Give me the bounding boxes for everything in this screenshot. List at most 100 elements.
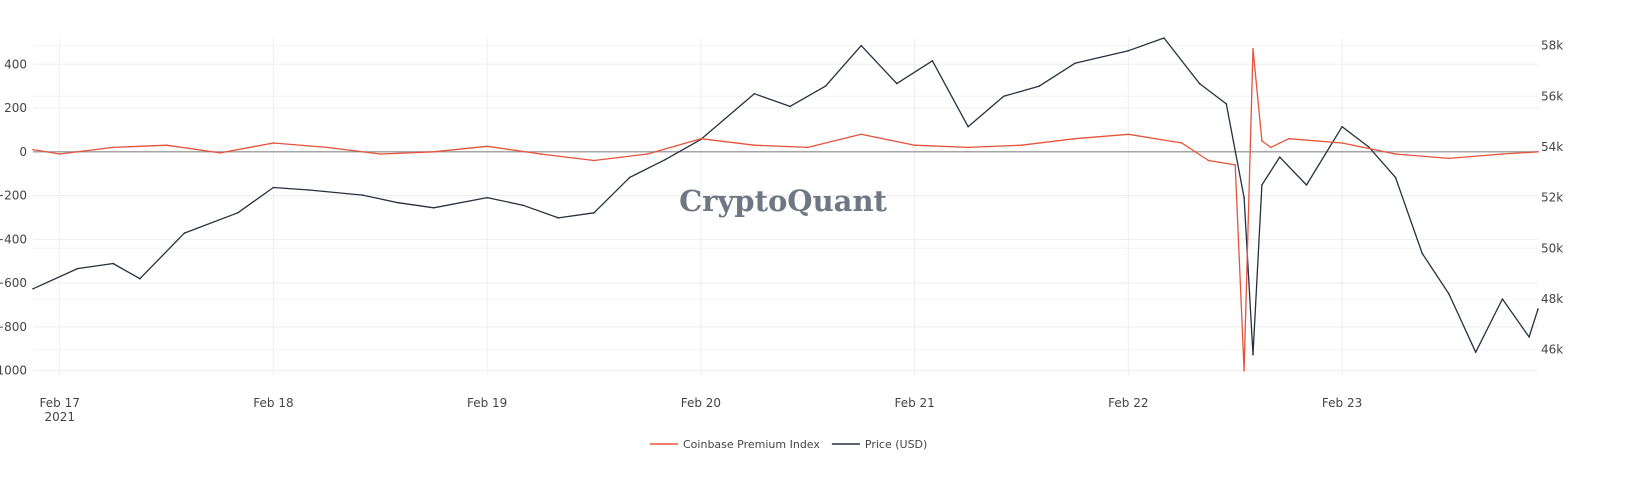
price-point — [486, 196, 489, 199]
price-point — [1163, 37, 1165, 39]
premium-index-point — [486, 145, 489, 148]
premium-index-point — [860, 133, 862, 136]
legend-item[interactable]: Coinbase Premium Index — [650, 438, 820, 451]
x-tick-label: Feb 19 — [467, 396, 507, 410]
price-point — [1261, 184, 1263, 186]
price-point — [1243, 196, 1245, 199]
y-axis-left: 400 200 0 −200 −400 −600 −800 −1000 — [0, 57, 27, 377]
premium-index-point — [32, 148, 34, 151]
price-point — [397, 201, 399, 204]
premium-index-point — [219, 152, 221, 154]
price-point — [1038, 85, 1041, 87]
premium-index-point — [432, 151, 435, 153]
premium-index-point — [272, 142, 275, 144]
y-right-tick-label: 54k — [1541, 140, 1563, 154]
premium-index-point — [593, 159, 595, 162]
watermark-logo: CryptoQuant — [679, 184, 887, 218]
price-point — [1002, 95, 1005, 98]
price-point — [1225, 103, 1228, 105]
x-tick-label: Feb 21 — [894, 396, 934, 410]
legend-item[interactable]: Price (USD) — [831, 438, 927, 451]
price-point — [139, 277, 141, 280]
price-point — [628, 176, 631, 179]
premium-index-point — [1394, 153, 1397, 155]
price-point — [967, 125, 969, 128]
price-point — [32, 288, 34, 290]
series-lines — [32, 37, 1539, 372]
price-point — [1474, 351, 1477, 354]
premium-index-point — [1074, 137, 1076, 140]
x-tick-sublabel: 2021 — [44, 410, 75, 424]
premium-index-point — [1020, 144, 1023, 146]
premium-index-point — [58, 153, 61, 155]
premium-index-point — [807, 146, 809, 149]
y-right-tick-label: 50k — [1541, 241, 1563, 255]
price-point — [432, 207, 435, 209]
price-point — [1074, 62, 1076, 65]
x-tick-label: Feb 23 — [1322, 396, 1362, 410]
price-point — [1394, 176, 1397, 179]
premium-index-point — [1341, 142, 1343, 144]
price-point — [860, 44, 862, 47]
y-left-tick-label: 0 — [19, 145, 27, 159]
x-tick-label: Feb 17 — [40, 396, 80, 410]
premium-index-point — [1207, 159, 1210, 162]
price-point — [1528, 336, 1530, 338]
price-point — [753, 92, 756, 95]
premium-index-point — [1261, 140, 1263, 142]
price-point — [931, 60, 934, 62]
grid — [33, 38, 1538, 375]
premium-index-point — [1448, 157, 1450, 160]
price-point — [1421, 252, 1423, 255]
premium-index-point — [379, 153, 382, 155]
y-right-tick-label: 52k — [1541, 191, 1563, 205]
premium-index-point — [1501, 153, 1504, 155]
y-right-tick-label: 56k — [1541, 89, 1563, 103]
price-point — [361, 194, 364, 196]
y-left-tick-label: 200 — [4, 101, 27, 115]
premium-index-point — [700, 137, 702, 140]
price-point — [896, 82, 898, 85]
premium-index-point — [1270, 146, 1272, 149]
price-point — [1198, 82, 1201, 85]
price-point — [1448, 293, 1450, 295]
legend-label: Coinbase Premium Index — [683, 438, 820, 451]
price-point — [664, 158, 667, 161]
premium-index-point — [1243, 369, 1245, 372]
y-left-tick-label: −200 — [0, 189, 27, 203]
price-point — [1537, 308, 1539, 310]
legend[interactable]: Coinbase Premium Index Price (USD) — [650, 438, 927, 451]
premium-index-point — [1127, 133, 1130, 136]
price-point — [237, 212, 239, 214]
price-point — [1127, 49, 1130, 52]
y-right-tick-label: 58k — [1541, 39, 1563, 53]
premium-index-point — [165, 144, 168, 146]
legend-label: Price (USD) — [865, 438, 927, 451]
x-tick-label: Feb 22 — [1108, 396, 1148, 410]
premium-index-point — [1181, 142, 1183, 144]
y-left-tick-label: −400 — [0, 232, 27, 246]
price-point — [789, 105, 791, 108]
y-left-tick-label: −1000 — [0, 364, 27, 378]
price-point — [308, 189, 310, 191]
price-point — [1368, 146, 1370, 148]
premium-index-point — [1537, 151, 1539, 153]
price-point — [1341, 125, 1343, 128]
price-point — [1305, 184, 1308, 186]
y-left-tick-label: −600 — [0, 276, 27, 290]
price-point — [593, 212, 595, 214]
premium-index-point — [913, 144, 916, 146]
price-point — [1252, 353, 1254, 356]
premium-index-point — [326, 146, 328, 149]
premium-index-point — [539, 153, 542, 155]
price-point — [76, 267, 79, 270]
price-series-line — [32, 37, 1539, 356]
price-point — [522, 204, 524, 206]
price-point — [824, 85, 827, 87]
price-point — [112, 262, 114, 265]
premium-index-point — [1287, 137, 1290, 140]
premium-index-point — [967, 146, 969, 149]
